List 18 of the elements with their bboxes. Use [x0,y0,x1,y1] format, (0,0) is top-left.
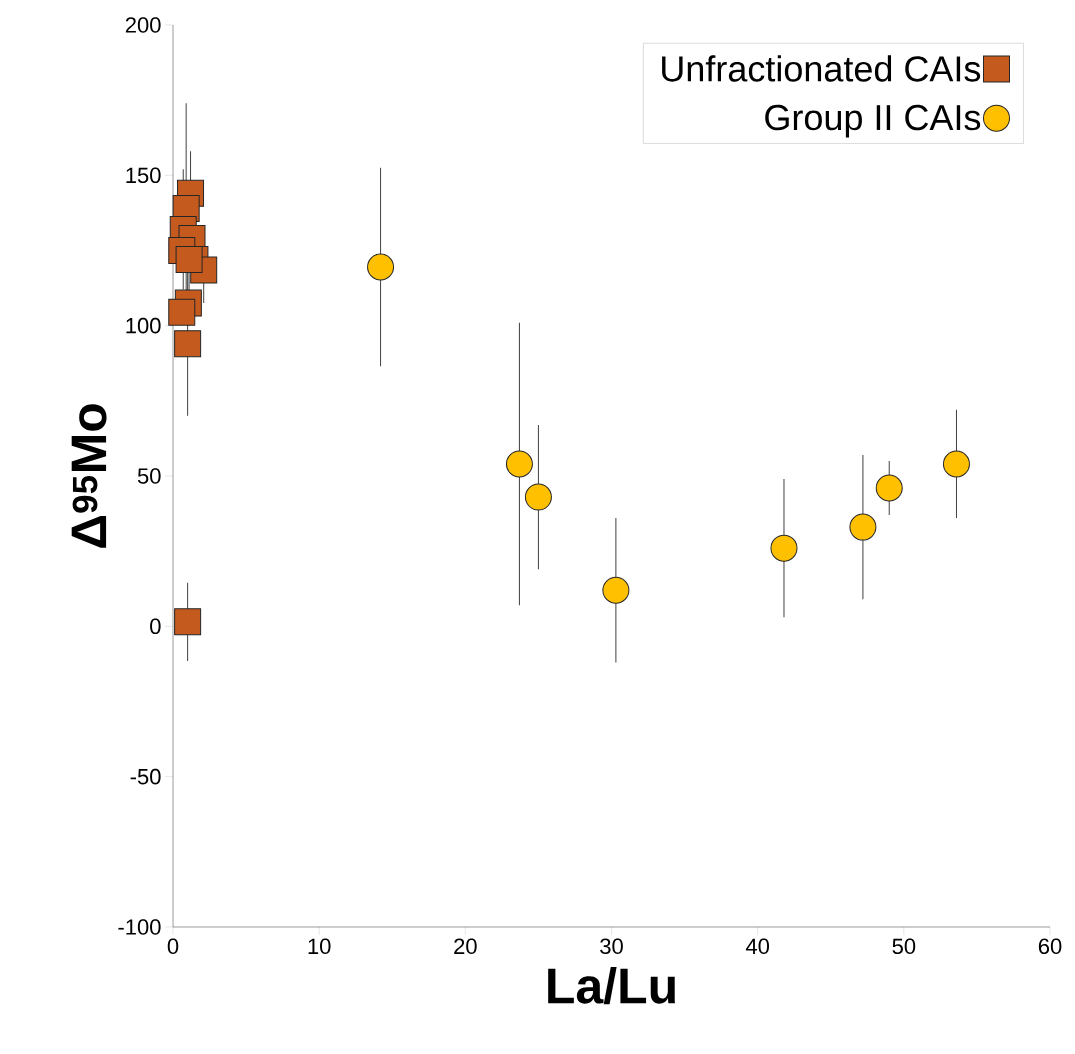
x-tick-label: 50 [892,938,916,955]
x-tick-label: 10 [308,938,331,955]
y-tick-label: 50 [137,468,161,484]
legend-label: Unfractionated CAIs [662,55,981,82]
y-tick-label: -100 [118,919,161,935]
x-tick-label: 40 [745,938,770,955]
x-axis-title: La/Lu [548,966,675,1005]
y-tick-label: 0 [150,618,161,635]
x-tick-label: 0 [167,938,179,955]
legend-label: Group II CAIs [765,104,981,138]
x-tick-label: 60 [1038,938,1062,955]
y-tick-label: 200 [125,17,161,33]
y-tick-label: 100 [126,317,161,334]
y-tick-label: -50 [130,768,161,785]
x-tick-label: 30 [600,938,623,955]
y-tick-label: 150 [126,167,161,184]
y-axis-title: Δ$^{95}$Mo [71,404,107,548]
x-tick-label: 20 [454,938,477,955]
